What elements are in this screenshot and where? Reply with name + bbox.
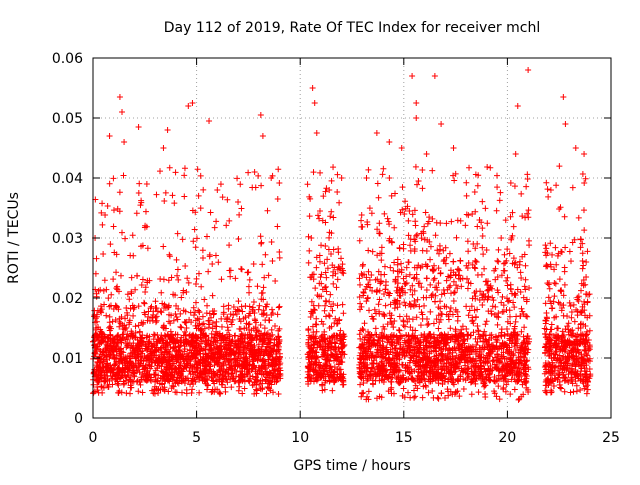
- chart-background: [0, 0, 640, 480]
